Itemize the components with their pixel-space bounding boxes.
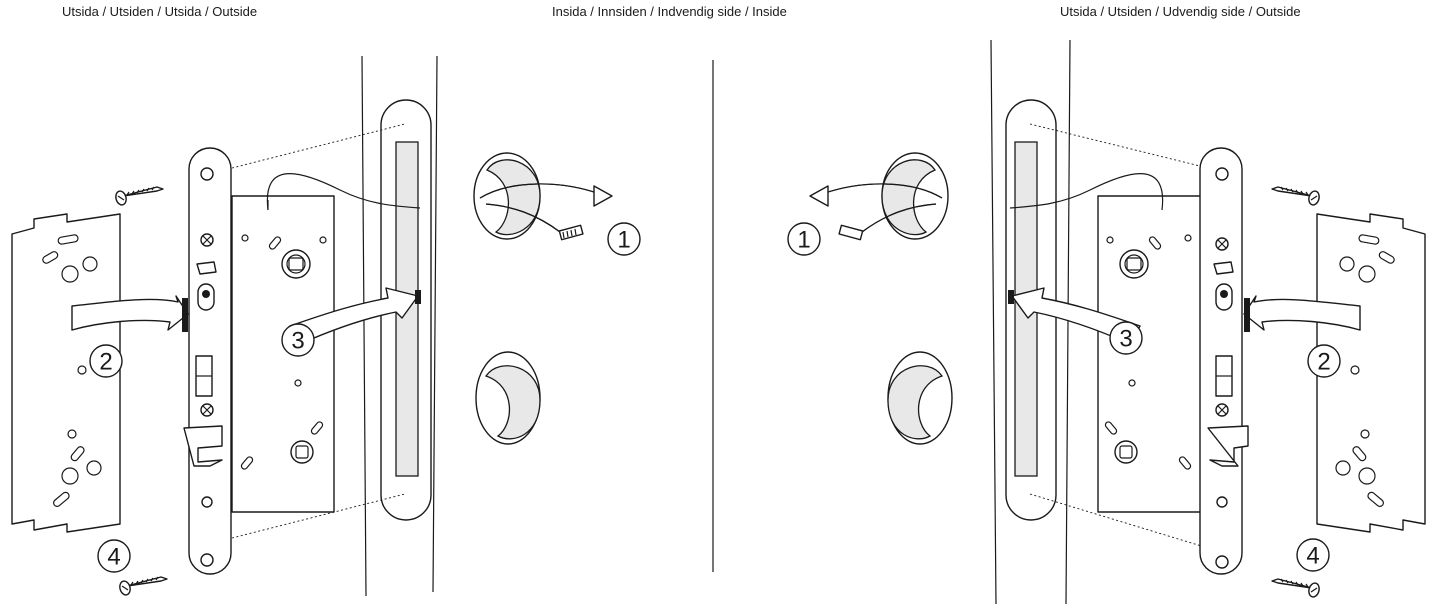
left-outside-view <box>11 55 438 597</box>
step-2-right: 2 <box>1307 344 1341 378</box>
step-4-right: 4 <box>1296 538 1330 572</box>
step-2-right-label: 2 <box>1317 349 1330 376</box>
step-4-left-label: 4 <box>107 544 120 571</box>
outside-left-heading: Utsida / Utsiden / Utsida / Outside <box>62 4 258 19</box>
step-3-left: 3 <box>281 323 315 357</box>
step-2-left: 2 <box>89 344 123 378</box>
step-1-left-label: 1 <box>617 227 630 254</box>
step-3-right-label: 3 <box>1119 326 1132 353</box>
step-1-right-label: 1 <box>797 227 810 254</box>
step-4-right-label: 4 <box>1306 543 1319 570</box>
inside-view <box>473 60 953 572</box>
right-outside-view <box>990 39 1426 605</box>
step-3-left-label: 3 <box>291 328 304 355</box>
inside-heading: Insida / Innsiden / Indvendig side / Ins… <box>552 4 787 19</box>
step-3-right: 3 <box>1109 321 1143 355</box>
step-2-left-label: 2 <box>99 349 112 376</box>
step-1-right: 1 <box>787 222 821 256</box>
outside-right-heading: Utsida / Utsiden / Udvendig side / Outsi… <box>1060 4 1301 19</box>
step-4-left: 4 <box>97 539 131 573</box>
step-1-left: 1 <box>607 222 641 256</box>
